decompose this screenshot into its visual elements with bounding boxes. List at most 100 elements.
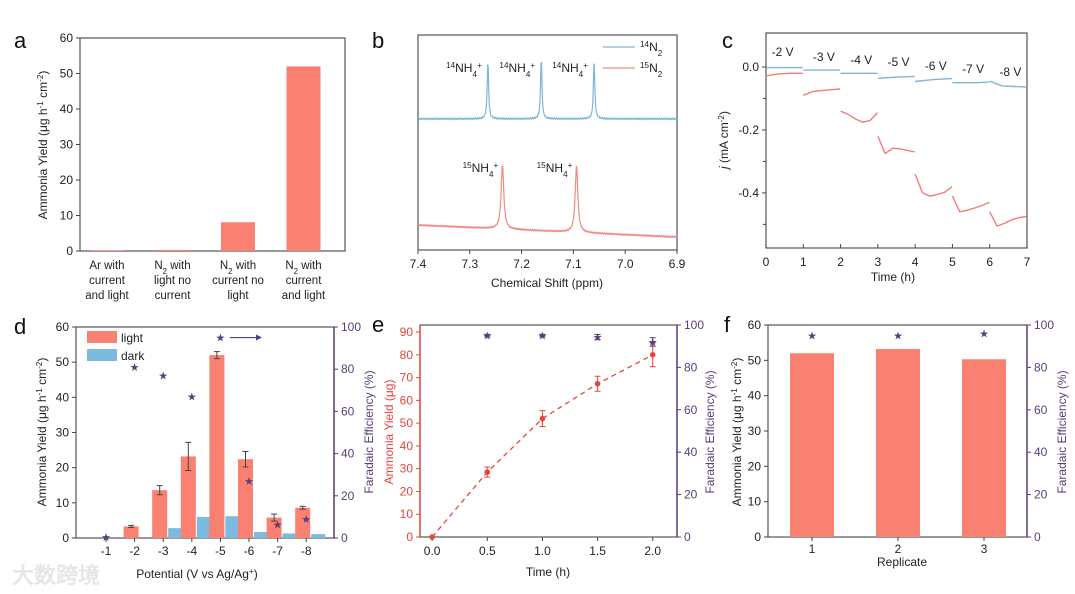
panel-letter: d <box>14 314 26 339</box>
x-tick-label: 7.3 <box>461 257 478 271</box>
bar <box>286 66 321 252</box>
potential-label: -7 V <box>962 62 984 76</box>
y-right-axis-label: Faradaic Efficiency (%) <box>1055 370 1069 493</box>
y-tick-label: 10 <box>748 495 762 509</box>
fe-star: ★ <box>807 331 817 343</box>
fe-star: ★ <box>273 519 283 531</box>
y-tick-label: 0 <box>754 530 761 544</box>
y-right-axis-label: Faradaic Efficiency (%) <box>703 370 717 493</box>
category-label: and light <box>282 290 326 302</box>
x-tick-label: 0.0 <box>424 544 441 558</box>
y-right-tick-label: 80 <box>341 362 355 376</box>
light-bar <box>295 507 311 538</box>
dark-current-trace <box>877 75 915 79</box>
potential-label: -3 V <box>813 50 835 64</box>
fe-star: ★ <box>244 476 254 488</box>
x-axis-label: Chemical Shift (ppm) <box>491 276 603 290</box>
y-tick-label: 30 <box>60 138 74 152</box>
panel-letter: e <box>372 312 384 337</box>
bar <box>221 222 255 251</box>
potential-label: -5 V <box>887 55 909 69</box>
light-current-trace <box>951 195 990 213</box>
light-bar <box>209 355 225 538</box>
panel-e-frame <box>419 324 678 538</box>
x-tick-label: 0 <box>763 255 770 269</box>
y-tick-label: 80 <box>400 348 414 362</box>
y-tick-label: 60 <box>60 31 74 45</box>
peak-label: 15NH4+ <box>537 161 573 179</box>
spectrum-line <box>417 61 678 121</box>
fe-star: ★ <box>979 328 989 340</box>
dark-bar <box>196 516 211 538</box>
panel-letter: a <box>14 28 27 53</box>
x-tick-label: 4 <box>912 255 919 269</box>
y-right-tick-label: 0 <box>1034 530 1041 544</box>
dark-bar <box>225 516 240 538</box>
x-tick-label: -5 <box>215 544 226 558</box>
y-right-tick-label: 40 <box>1034 445 1048 459</box>
yield-point <box>484 469 491 475</box>
y-right-tick-label: 60 <box>341 404 355 418</box>
dark-bar <box>254 532 268 538</box>
y-tick-label: 30 <box>400 462 414 476</box>
dark-current-trace <box>989 80 1027 88</box>
category-label: current <box>286 275 323 287</box>
x-tick-label: 1 <box>800 255 807 269</box>
category-label: N2 with <box>285 260 321 276</box>
y-axis-label: Ammonia Yield (μg) <box>382 380 396 485</box>
y-tick-label: 60 <box>748 318 762 332</box>
y-tick-label: 10 <box>60 209 74 223</box>
legend-label: 15N2 <box>640 61 663 79</box>
dark-bar <box>168 528 183 538</box>
panel-letter: b <box>372 28 384 53</box>
y-tick-label: 20 <box>400 484 414 498</box>
x-tick-label: -2 <box>129 544 140 558</box>
legend-label: dark <box>121 349 145 363</box>
y-tick-label: 20 <box>56 461 70 475</box>
y-tick-label: -0.4 <box>738 186 759 200</box>
y-right-tick-label: 80 <box>684 360 698 374</box>
yield-point <box>539 415 546 422</box>
x-tick-label: 2 <box>837 255 844 269</box>
y-tick-label: 40 <box>400 439 414 453</box>
y-axis-label: Ammonia Yield (μg h-1 cm-2) <box>36 71 51 220</box>
light-current-trace <box>989 211 1027 227</box>
category-label: N2 with <box>154 260 190 276</box>
x-tick-label: 5 <box>949 255 956 269</box>
y-tick-label: 40 <box>748 389 762 403</box>
y-right-tick-label: 20 <box>684 488 698 502</box>
y-tick-label: 50 <box>748 353 762 367</box>
y-right-tick-label: 60 <box>1034 403 1048 417</box>
y-tick-label: 0.0 <box>742 60 759 74</box>
x-tick-label: 7.4 <box>410 257 427 271</box>
y-tick-label: 50 <box>56 355 70 369</box>
y-tick-label: 70 <box>400 371 414 385</box>
arrow-head-icon <box>256 334 262 341</box>
y-tick-label: 30 <box>748 424 762 438</box>
bar <box>90 250 124 251</box>
light-bar <box>123 526 139 538</box>
y-tick-label: 50 <box>60 67 74 81</box>
x-axis-label: Time (h) <box>526 565 570 579</box>
x-tick-label: 3 <box>875 255 882 269</box>
fe-star: ★ <box>482 331 492 343</box>
y-right-tick-label: 60 <box>684 403 698 417</box>
x-tick-label: -1 <box>101 544 112 558</box>
y-axis-label: Ammonia Yield (μg h-1 cm-2) <box>730 358 745 507</box>
legend-swatch <box>87 349 117 361</box>
x-tick-label: 0.5 <box>479 544 496 558</box>
x-tick-label: 2.0 <box>644 544 661 558</box>
bar <box>962 359 1006 537</box>
y-tick-label: 20 <box>748 459 762 473</box>
x-axis-label: Potential (V vs Ag/Ag+) <box>136 567 258 582</box>
y-right-tick-label: 100 <box>1034 318 1054 332</box>
panel-c-frame <box>765 32 1028 249</box>
y-tick-label: 90 <box>400 325 414 339</box>
x-axis-label: Time (h) <box>871 270 915 284</box>
category-label: Ar with <box>89 260 124 272</box>
x-tick-label: -3 <box>158 544 169 558</box>
y-right-tick-label: 40 <box>684 445 698 459</box>
light-current-trace <box>765 72 803 77</box>
y-right-tick-label: 0 <box>341 531 348 545</box>
y-tick-label: 50 <box>400 416 414 430</box>
